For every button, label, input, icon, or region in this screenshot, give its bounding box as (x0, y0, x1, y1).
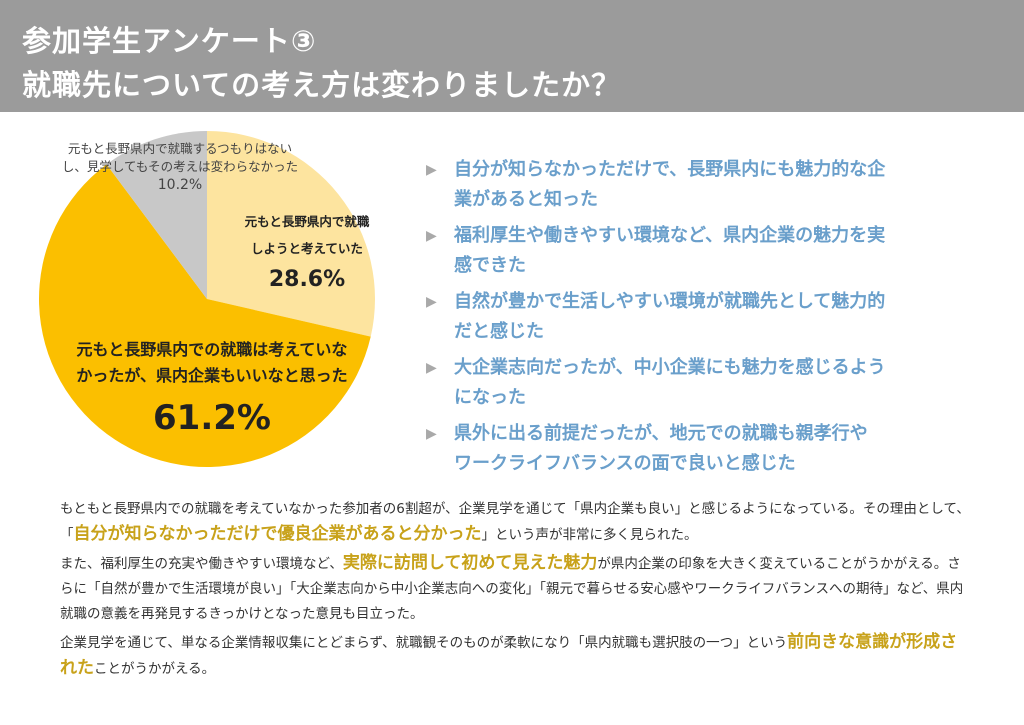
reason-item: ▶ 県外に出る前提だったが、地元での就職も親孝行や ワークライフバランスの面で良いと… (422, 419, 1002, 479)
pie-value-already-local: 28.6% (268, 267, 346, 292)
page-header: 参加学生アンケート③ 就職先についての考え方は変わりましたか？ (0, 0, 1024, 112)
reason-list: ▶ 自分が知らなかっただけで、長野県内にも魅力的な企 業があると知った ▶ 福利厚生や… (422, 155, 1002, 485)
pie-label-already-local: 元もと長野県内で就職 しようと考えていた 28.6% (222, 208, 392, 298)
pie-label-unchanged-line1: 元もと長野県内で就職するつもりはない (67, 141, 293, 156)
pie-label-unchanged-line2: し、見学してもその考えは変わらなかった (61, 159, 299, 174)
triangle-bullet-icon: ▶ (426, 294, 437, 310)
reason-item: ▶ 福利厚生や働きやすい環境など、県内企業の魅力を実 感できた (422, 221, 1002, 281)
pie-slice-changed-mind (38, 164, 371, 468)
triangle-bullet-icon: ▶ (426, 360, 437, 376)
pie-slice-already-local (207, 131, 376, 337)
pie-value-changed-mind: 61.2% (153, 398, 271, 438)
summary-paragraph-2: また、福利厚生の充実や働きやすい環境など、実際に訪問して初めて見えた魅力が県内企… (60, 553, 964, 622)
triangle-bullet-icon: ▶ (426, 426, 437, 442)
pie-slice-unchanged (106, 131, 207, 299)
reason-item: ▶ 自分が知らなかっただけで、長野県内にも魅力的な企 業があると知った (422, 155, 1002, 215)
pie-label-changed-mind: 元もと長野県内での就職は考えていな かったが、県内企業もいいなと思った 61.2… (42, 337, 382, 447)
pie-label-already-local-line1: 元もと長野県内で就職 (244, 214, 370, 229)
pie-label-changed-mind-line2: かったが、県内企業もいいなと思った (76, 366, 348, 385)
pie-chart (38, 131, 376, 468)
summary-paragraph-1: もともと長野県内での就職を考えていなかった参加者の6割超が、企業見学を通じて「県… (60, 501, 970, 544)
pie-label-unchanged: 元もと長野県内で就職するつもりはない し、見学してもその考えは変わらなかった 1… (30, 140, 330, 194)
reason-item: ▶ 大企業志向だったが、中小企業にも魅力を感じるよう になった (422, 353, 1002, 413)
survey-question: 就職先についての考え方は変わりましたか？ (22, 68, 622, 102)
highlight-text: 自分が知らなかっただけで優良企業があると分かった (73, 524, 482, 544)
triangle-bullet-icon: ▶ (426, 228, 437, 244)
summary-text: もともと長野県内での就職を考えていなかった参加者の6割超が、企業見学を通じて「県… (60, 497, 970, 685)
highlight-text: 前向きな意識が形成された (60, 632, 958, 678)
reason-item: ▶ 自然が豊かで生活しやすい環境が就職先として魅力的 だと感じた (422, 287, 1002, 347)
highlight-text: 実際に訪問して初めて見えた魅力 (342, 553, 598, 573)
survey-title: 参加学生アンケート③ (22, 24, 317, 58)
summary-paragraph-3: 企業見学を通じて、単なる企業情報収集にとどまらず、就職観そのものが柔軟になり「県… (60, 632, 958, 678)
pie-label-changed-mind-line1: 元もと長野県内での就職は考えていな (76, 340, 348, 359)
triangle-bullet-icon: ▶ (426, 162, 437, 178)
pie-label-already-local-line2: しようと考えていた (251, 241, 363, 256)
pie-value-unchanged: 10.2% (157, 177, 203, 193)
